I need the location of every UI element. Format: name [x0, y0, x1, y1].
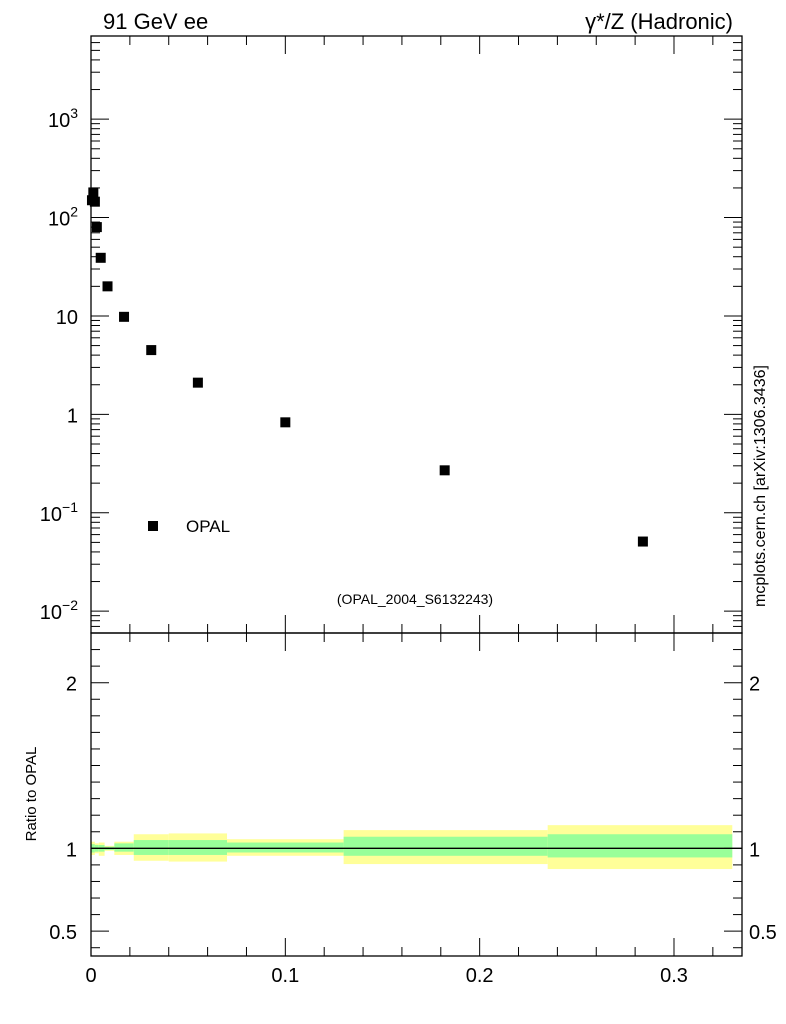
data-point	[280, 417, 291, 428]
y-tick-label: 1	[67, 405, 78, 427]
data-point	[192, 377, 203, 388]
x-tick-label: 0.1	[271, 965, 299, 987]
upper-x-ticks	[90, 36, 714, 633]
data-points	[86, 187, 648, 547]
ratio-y-tick-label-right: 2	[749, 674, 760, 696]
ratio-band-inner	[227, 842, 344, 853]
data-point	[119, 311, 130, 322]
ratio-band-inner	[168, 840, 228, 855]
data-point	[89, 196, 100, 207]
data-point	[146, 345, 157, 356]
ratio-y-tick-label-left: 2	[66, 674, 77, 696]
ratio-band-inner	[343, 836, 548, 856]
data-point	[637, 536, 648, 547]
legend: OPAL	[148, 517, 230, 536]
ratio-y-tick-label-right: 0.5	[749, 922, 777, 944]
ratio-band-inner	[133, 840, 169, 855]
data-point	[88, 187, 99, 198]
source-label: mcplots.cern.ch [arXiv:1306.3436]	[752, 365, 769, 607]
x-tick-label: 0.3	[660, 965, 688, 987]
ratio-y-tick-label-left: 0.5	[49, 922, 77, 944]
y-tick-label: 102	[48, 204, 78, 231]
ratio-y-axis: 0.5 0.5 1 1 2 2	[49, 632, 777, 949]
y-tick-label: 10−1	[40, 499, 78, 526]
x-tick-label: 0	[85, 965, 96, 987]
ratio-ylabel: Ratio to OPAL	[23, 747, 40, 842]
ratio-y-tick-label-left: 1	[66, 839, 77, 861]
data-point	[95, 252, 106, 263]
legend-label: OPAL	[186, 517, 230, 536]
analysis-tag: (OPAL_2004_S6132243)	[337, 591, 493, 607]
legend-marker	[148, 521, 158, 531]
y-tick-label: 10	[56, 307, 78, 329]
plot-title-right: γ*/Z (Hadronic)	[585, 9, 733, 34]
ratio-y-tick-label-right: 1	[749, 839, 760, 861]
ratio-band-inner	[114, 843, 134, 852]
y-tick-label: 103	[48, 105, 78, 132]
ratio-panel-frame	[90, 632, 743, 957]
plot-title-left: 91 GeV ee	[103, 9, 208, 34]
upper-y-axis: 10−2 10−1 1 10 102 103	[40, 35, 742, 634]
data-point	[439, 465, 450, 476]
y-tick-label: 10−2	[40, 597, 78, 624]
ratio-band-inner	[547, 834, 733, 858]
data-point	[102, 281, 113, 292]
data-point	[91, 222, 102, 233]
x-tick-label: 0.2	[466, 965, 494, 987]
x-axis: 0 0.1 0.2 0.3	[85, 633, 714, 987]
ratio-bands	[91, 825, 733, 870]
